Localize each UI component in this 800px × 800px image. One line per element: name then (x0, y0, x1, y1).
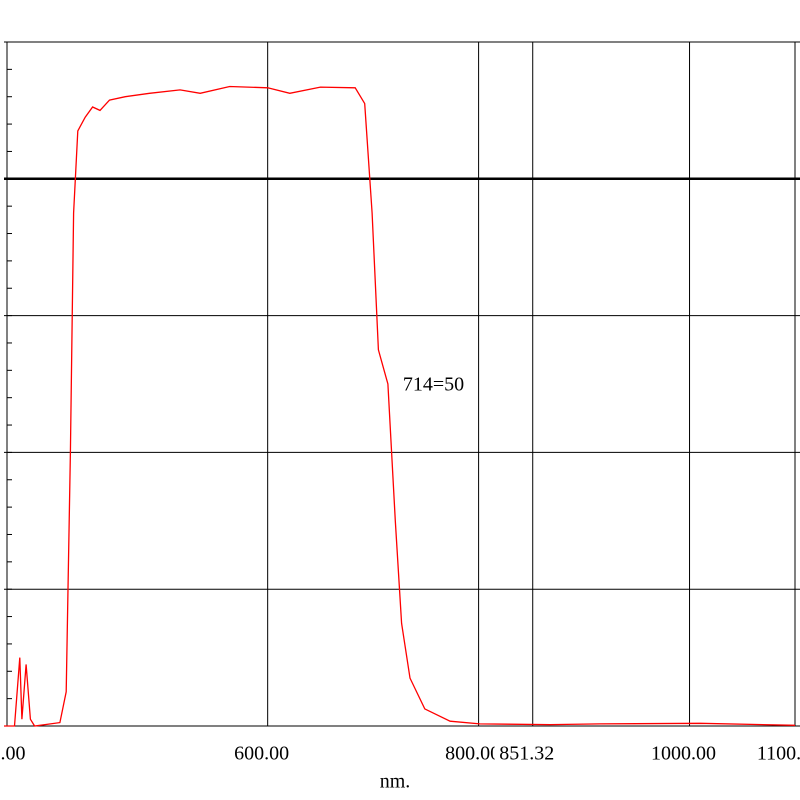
x-tick-label: 1000.00 (651, 743, 716, 765)
x-tick-label: 851.32 (499, 743, 554, 765)
x-axis-label: nm. (380, 771, 411, 793)
x-tick-label: 1100.00 (757, 743, 800, 765)
label-backing (494, 742, 565, 766)
data-line (4, 85, 796, 727)
x-tick-label: 350.00 (0, 743, 26, 765)
annotation: 714=50 (403, 374, 464, 396)
x-tick-label: 600.00 (234, 743, 289, 765)
x-tick-label: 800.00 (445, 743, 500, 765)
